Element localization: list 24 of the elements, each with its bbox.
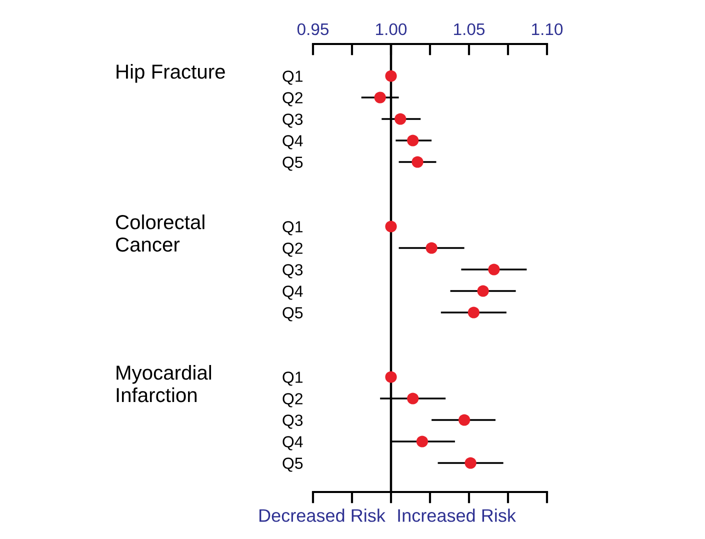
y-tick-label: Q5 <box>282 156 303 171</box>
y-tick-label: Q2 <box>282 393 302 408</box>
x-tick-label: 1.10 <box>532 23 563 36</box>
y-tick-label: Q1 <box>282 372 302 386</box>
y-tick-label: Q3 <box>282 114 303 128</box>
y-tick-label: Q5 <box>282 458 303 472</box>
y-tick-label: Q4 <box>282 286 303 300</box>
y-tick-label: Q4 <box>282 135 303 150</box>
y-tick-label: Q3 <box>282 414 303 429</box>
y-tick-label: Q4 <box>282 436 303 450</box>
y-tick-label: Q1 <box>282 221 302 236</box>
y-tick-label: Q3 <box>282 264 303 278</box>
y-tick-label: Q5 <box>282 307 303 322</box>
text: Increased Risk <box>398 508 516 522</box>
y-tick-label: Q2 <box>282 92 302 106</box>
x-tick-label: 0.95 <box>297 23 329 36</box>
x-tick-label: 1.00 <box>376 23 407 36</box>
text: Decreased Risk <box>259 508 386 522</box>
text: Colorectal Cancer <box>116 214 204 252</box>
x-tick-label: 1.05 <box>454 23 485 36</box>
y-tick-label: Q1 <box>282 70 302 85</box>
text: Myocardial Infarction <box>116 365 212 402</box>
text: Hip Fracture <box>116 64 225 83</box>
y-tick-label: Q2 <box>282 242 302 257</box>
